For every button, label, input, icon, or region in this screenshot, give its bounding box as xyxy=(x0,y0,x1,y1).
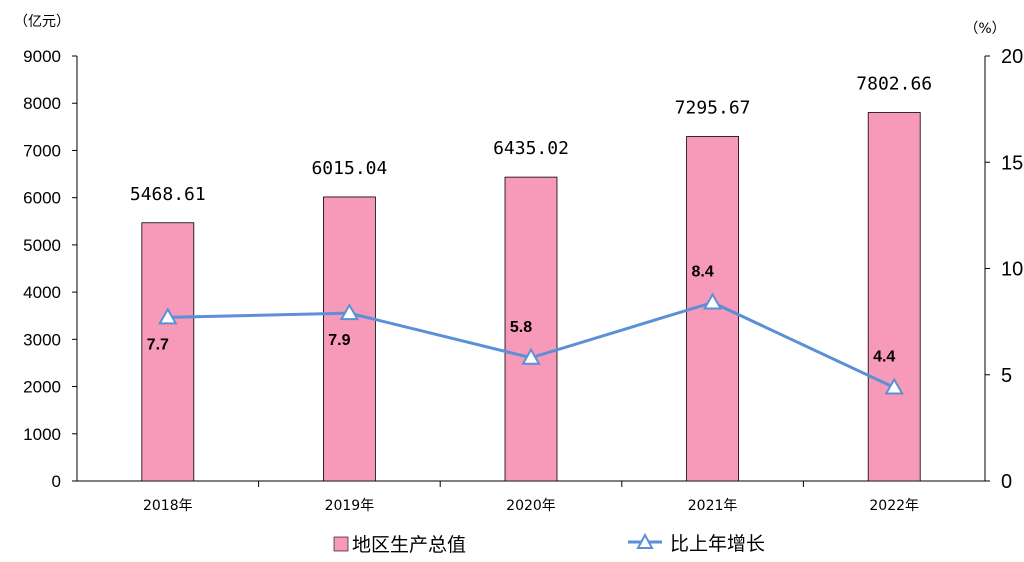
growth-marker xyxy=(158,307,178,325)
line-data-label: 5.8 xyxy=(510,319,532,336)
bar-data-label: 5468.61 xyxy=(130,184,206,205)
left-tick-label: 5000 xyxy=(23,236,61,255)
bar-series xyxy=(141,112,921,482)
right-tick-label: 0 xyxy=(1001,471,1012,493)
x-tick-label: 2022年 xyxy=(869,498,919,514)
right-tick-label: 20 xyxy=(1001,46,1023,68)
growth-marker xyxy=(521,347,541,365)
left-tick-label: 8000 xyxy=(23,94,61,113)
bar-data-label: 6015.04 xyxy=(311,158,387,179)
left-tick-label: 4000 xyxy=(23,283,61,302)
bar xyxy=(322,196,376,482)
right-tick-label: 15 xyxy=(1001,152,1023,174)
left-tick-label: 6000 xyxy=(23,189,61,208)
bar xyxy=(867,112,921,482)
chart-axes: 0 1000 2000 3000 4000 5000 6000 7000 8000 9000 0 5 1… xyxy=(23,46,1023,514)
growth-marker xyxy=(702,292,723,310)
bar-data-label: 7295.67 xyxy=(675,97,751,118)
left-tick-label: 3000 xyxy=(23,330,61,349)
growth-marker xyxy=(884,377,904,395)
line-series xyxy=(158,292,904,395)
left-tick-label: 2000 xyxy=(23,378,61,397)
bar xyxy=(141,222,195,482)
legend-marker-growth xyxy=(636,532,654,549)
left-axis-unit: （亿元） xyxy=(14,14,70,30)
x-tick-label: 2018年 xyxy=(143,498,193,514)
legend-label-gdp: 地区生产总值 xyxy=(352,534,466,556)
left-tick-label: 7000 xyxy=(23,141,61,160)
bar-data-label: 6435.02 xyxy=(493,138,569,159)
x-tick-label: 2020年 xyxy=(506,498,556,514)
left-tick-label: 1000 xyxy=(23,425,61,444)
legend: 地区生产总值 比上年增长 xyxy=(333,532,765,556)
x-tick-label: 2019年 xyxy=(325,498,375,514)
legend-swatch-gdp xyxy=(333,536,349,552)
growth-marker xyxy=(339,303,360,321)
bar xyxy=(504,176,558,482)
left-tick-label: 0 xyxy=(52,472,61,491)
line-data-label: 7.9 xyxy=(328,332,350,349)
line-data-label: 8.4 xyxy=(691,264,713,281)
right-tick-label: 10 xyxy=(1001,259,1023,281)
right-axis-unit: （%） xyxy=(964,21,1005,37)
line-data-label: 7.7 xyxy=(147,336,169,353)
legend-label-growth: 比上年增长 xyxy=(670,533,765,555)
data-labels: 5468.61 6015.04 6435.02 7295.67 7802.66 7.7 7.… xyxy=(130,74,932,366)
bar-data-label: 7802.66 xyxy=(856,74,932,95)
line-data-label: 4.4 xyxy=(873,349,895,366)
x-tick-label: 2021年 xyxy=(688,498,738,514)
left-tick-label: 9000 xyxy=(23,47,61,66)
right-tick-label: 5 xyxy=(1001,365,1012,387)
